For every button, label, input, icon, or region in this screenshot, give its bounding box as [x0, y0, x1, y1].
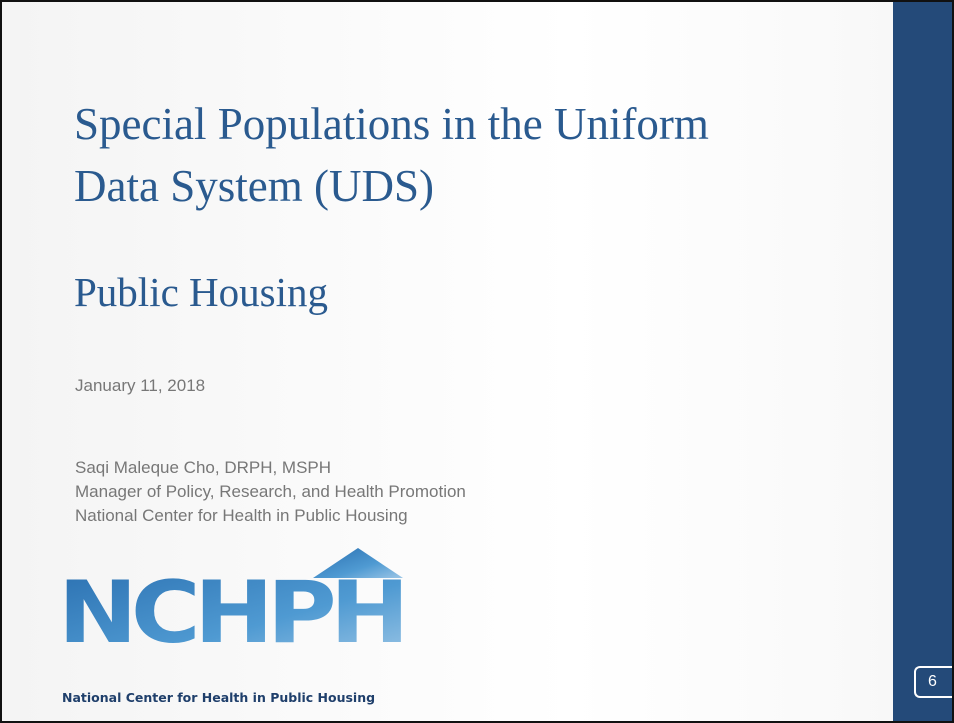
- logo: NCHPH National Center for Health in Publ…: [58, 548, 408, 705]
- logo-wordmark: NCHPH: [58, 563, 403, 663]
- roof-icon: [313, 548, 403, 578]
- presenter-line: Saqi Maleque Cho, DRPH, MSPH: [75, 458, 332, 477]
- title-line: Special Populations in the Uniform: [74, 99, 709, 149]
- page-number: 6: [914, 666, 952, 698]
- subtitle: Public Housing: [74, 269, 328, 315]
- presenter-line: Manager of Policy, Research, and Health …: [75, 482, 466, 501]
- side-band: [893, 2, 952, 721]
- title-line: Data System (UDS): [74, 161, 434, 211]
- date: January 11, 2018: [75, 376, 206, 395]
- presenter-line: National Center for Health in Public Hou…: [75, 506, 408, 525]
- logo-tagline: National Center for Health in Public Hou…: [62, 690, 375, 705]
